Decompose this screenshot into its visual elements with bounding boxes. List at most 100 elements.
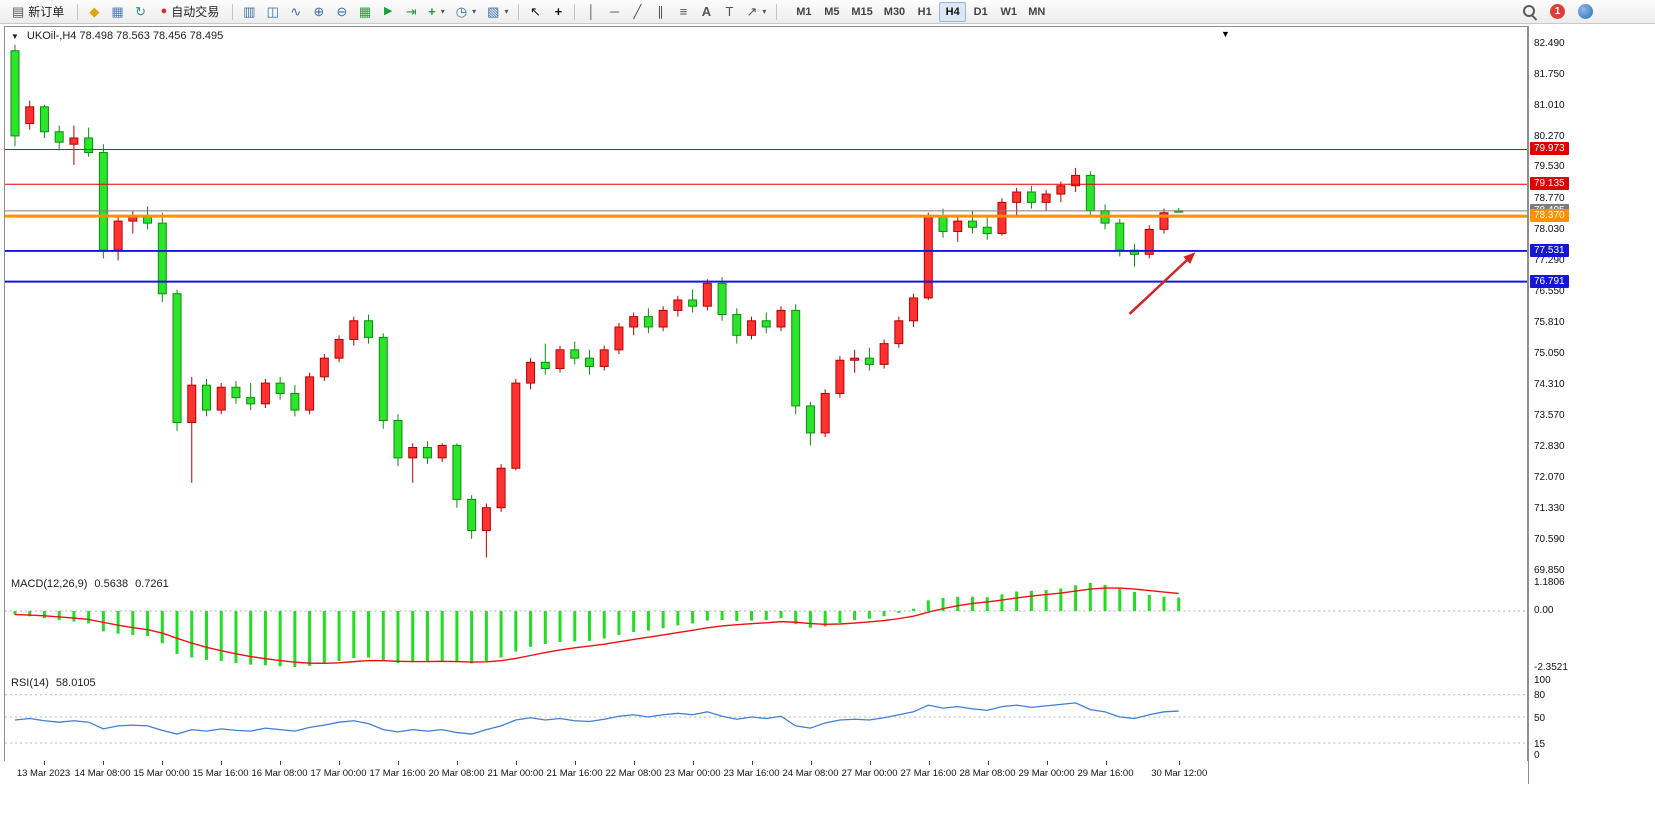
macd-histogram-bar (278, 611, 282, 667)
timeframe-w1-button[interactable]: W1 (1000, 5, 1017, 18)
time-axis-label: 21 Mar 00:00 (487, 768, 544, 779)
macd-histogram-bar (381, 611, 385, 662)
price-axis-label: 80.270 (1534, 130, 1565, 142)
notification-badge[interactable]: 1 (1550, 4, 1565, 19)
chart-shift-icon: ⇥ (405, 4, 417, 19)
macd-histogram-bar (941, 597, 945, 612)
candle-body (953, 220, 963, 232)
bar-chart-type-button[interactable]: ▥ (238, 2, 260, 22)
candle-body (452, 444, 462, 500)
fibonacci-button[interactable]: ≡ (672, 2, 694, 22)
time-axis-label: 30 Mar 12:00 (1151, 768, 1208, 779)
macd-histogram-bar (926, 600, 930, 612)
trendline-button[interactable]: ╱ (626, 2, 648, 22)
timeframe-d1-button[interactable]: D1 (973, 5, 988, 18)
timeframe-m5-button[interactable]: M5 (824, 5, 840, 18)
zoom-out-button[interactable]: ⊖ (331, 2, 353, 22)
tile-windows-button[interactable]: ▦ (354, 2, 376, 22)
clock-icon: ◷ (455, 4, 468, 19)
macd-histogram-bar (794, 611, 798, 625)
time-axis-label: 23 Mar 16:00 (723, 768, 780, 779)
text-tool-button[interactable]: A (695, 2, 717, 22)
market-watch-icon: ◆ (89, 4, 100, 19)
rsi-name: RSI(14) (11, 677, 49, 689)
chevron-down-icon: ▾ (762, 7, 767, 16)
candle-body (923, 216, 933, 299)
cursor-button[interactable]: ↖ (524, 2, 546, 22)
candlestick-type-button[interactable]: ◫ (262, 2, 284, 22)
text-label-button[interactable]: T (718, 2, 740, 22)
auto-trading-icon: ● (160, 5, 168, 17)
macd-histogram-bar (160, 611, 164, 644)
candle-body (555, 349, 565, 370)
vertical-line-button[interactable]: │ (580, 2, 602, 22)
time-axis-tick (1105, 761, 1107, 765)
timeframe-m15-button[interactable]: M15 (851, 5, 873, 18)
candlestick-chart-canvas[interactable] (5, 27, 1527, 575)
macd-histogram-bar (1162, 596, 1166, 612)
new-order-button[interactable]: ▤ 新订单 (4, 2, 72, 22)
toolbar-separator (776, 3, 778, 20)
line-chart-type-button[interactable]: ∿ (285, 2, 307, 22)
templates-button[interactable]: ▧ ▾ (482, 2, 513, 22)
periods-button[interactable]: ◷ ▾ (451, 2, 481, 22)
add-indicator-button[interactable]: + ▾ (423, 2, 450, 22)
candle-body (143, 216, 153, 224)
candle-body (997, 201, 1007, 235)
macd-main-value: 0.5638 (94, 578, 129, 590)
data-window-button[interactable]: ▦ (106, 2, 128, 22)
candle-body (305, 376, 315, 411)
macd-histogram-bar (131, 611, 135, 635)
timeframe-m30-button[interactable]: M30 (883, 5, 906, 18)
market-watch-button[interactable]: ◆ (83, 2, 105, 22)
toolbar-right-group: 1 (1522, 4, 1593, 19)
channel-button[interactable]: ∥ (649, 2, 671, 22)
auto-trading-button[interactable]: ● 自动交易 (153, 2, 228, 22)
collapse-chart-icon[interactable]: ▼ (11, 31, 19, 41)
zoom-in-button[interactable]: ⊕ (308, 2, 330, 22)
candle-body (1026, 191, 1036, 203)
macd-histogram-bar (735, 611, 739, 622)
macd-histogram-bar (1103, 584, 1107, 612)
candle-body (467, 498, 477, 532)
macd-histogram-bar (13, 611, 17, 615)
macd-histogram-bar (337, 611, 341, 662)
price-scale[interactable]: 82.490 81.750 81.010 80.270 79.530 78.770 78.0… (1528, 26, 1655, 784)
candle-body (835, 359, 845, 394)
timeframe-m1-button[interactable]: M1 (796, 5, 812, 18)
macd-histogram-bar (42, 611, 46, 619)
crosshair-button[interactable]: + (547, 2, 569, 22)
chart-shift-button[interactable]: ⇥ (400, 2, 422, 22)
annotation-arrow-line[interactable] (1128, 256, 1191, 315)
arrows-tool-button[interactable]: ↗ ▾ (741, 2, 771, 22)
macd-histogram-bar (661, 611, 665, 629)
rsi-chart-canvas[interactable] (5, 674, 1527, 761)
time-axis-tick (751, 761, 753, 765)
macd-histogram-bar (249, 611, 253, 665)
auto-scroll-button[interactable]: ▶ (377, 2, 399, 22)
time-axis[interactable]: 13 Mar 2023 14 Mar 08:00 15 Mar 00:00 15 Ma… (4, 761, 1528, 784)
rsi-line (14, 702, 1179, 735)
macd-chart-canvas[interactable] (5, 575, 1527, 674)
annotation-arrow-head[interactable] (1183, 252, 1196, 264)
macd-scale-label: -2.3521 (1534, 662, 1568, 673)
price-axis-label: 70.590 (1534, 534, 1565, 546)
macd-histogram-bar (808, 611, 812, 628)
community-icon[interactable] (1578, 4, 1593, 19)
candle-body (909, 297, 919, 322)
time-axis-label: 21 Mar 16:00 (546, 768, 603, 779)
macd-histogram-bar (587, 611, 591, 641)
timeframe-h1-button[interactable]: H1 (917, 5, 932, 18)
macd-histogram-bar (470, 611, 474, 664)
navigator-button[interactable]: ↻ (130, 2, 152, 22)
macd-histogram-bar (956, 596, 960, 612)
timeframe-h4-button[interactable]: H4 (939, 1, 967, 22)
chevron-down-icon: ▾ (504, 7, 509, 16)
candle-body (1041, 193, 1051, 203)
timeframe-mn-button[interactable]: MN (1028, 5, 1046, 18)
search-icon[interactable] (1522, 4, 1537, 19)
horizontal-line-button[interactable]: ─ (603, 2, 625, 22)
candle-body (967, 220, 977, 228)
chart-shift-marker-icon[interactable]: ▼ (1221, 29, 1230, 39)
candle-body (761, 320, 771, 328)
